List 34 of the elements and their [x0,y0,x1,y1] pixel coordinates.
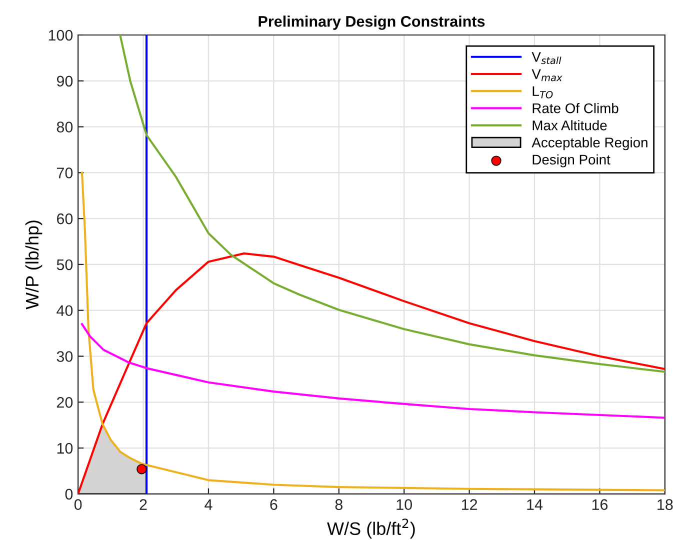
x-tick-label: 6 [270,499,278,510]
y-axis-title: W/P (lb/hp) [25,220,42,310]
y-tick-label: 40 [56,305,73,316]
legend-label: Max Altitude [532,120,607,130]
x-tick-label: 18 [658,499,673,510]
legend-label: V$_{max}$ [532,69,562,82]
line-series [119,35,665,373]
y-tick-label: 80 [56,122,73,132]
legend-label: Acceptable Region [532,137,648,150]
y-tick-label: 50 [56,259,73,270]
y-tick-label: 90 [56,76,73,87]
y-tick-label: 20 [56,397,73,408]
legend-label: L$_{TO}$ [532,86,553,98]
x-tick-label: 10 [396,499,412,510]
x-tick-label: 8 [335,499,342,510]
line-series [80,172,665,492]
chart-title: Preliminary Design Constraints [258,16,485,30]
x-tick-label: 4 [204,499,212,510]
y-tick-label: 10 [57,442,73,454]
y-tick-label: 60 [56,213,73,224]
x-tick-label: 16 [592,499,608,510]
x-tick-label: 12 [462,499,478,510]
y-tick-label: 0 [65,488,73,500]
x-tick-label: 2 [140,499,147,510]
y-tick-label: 100 [48,30,73,41]
line-series [80,323,665,419]
x-tick-label: 14 [527,499,543,510]
y-tick-label: 70 [57,168,73,178]
legend-label: Rate Of Climb [532,103,618,114]
x-tick-label: 0 [74,499,82,510]
y-tick-label: 30 [56,351,73,362]
legend-label: Design Point [532,154,610,168]
x-axis-title: W/S (lb/ft$^{2}$) [327,518,415,539]
legend-label: V$_{stall}$ [532,52,562,64]
